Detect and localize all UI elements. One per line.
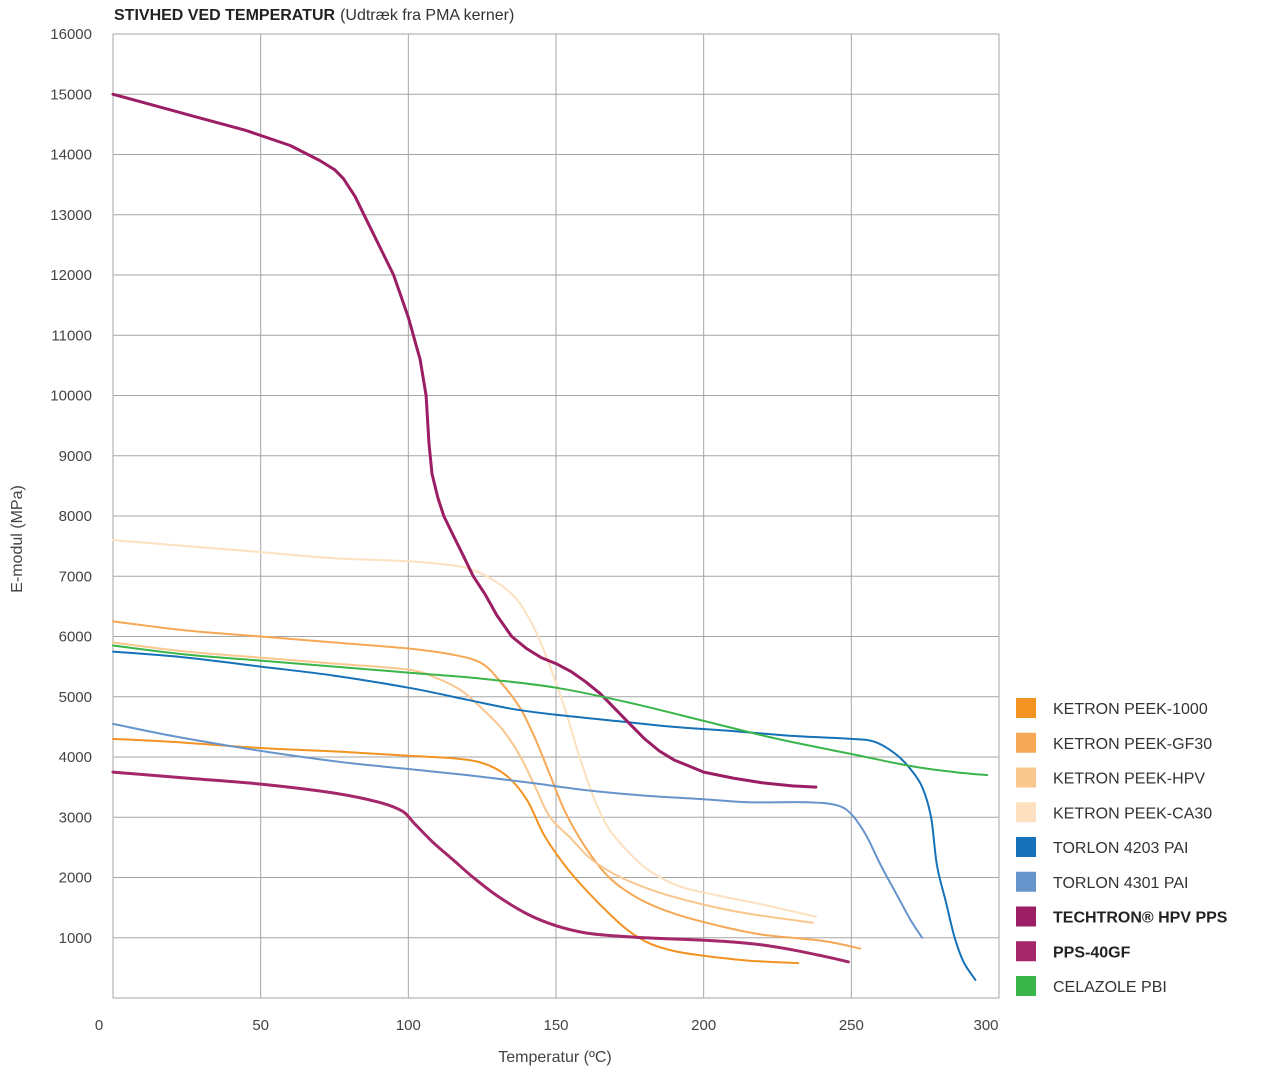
- y-tick-label: 3000: [59, 809, 92, 826]
- legend-swatch: [1016, 941, 1036, 962]
- legend-swatch: [1016, 732, 1036, 753]
- series-line-8: [112, 644, 989, 777]
- series-line-2: [112, 641, 814, 924]
- legend-swatch: [1016, 871, 1036, 892]
- legend-swatch: [1016, 698, 1036, 718]
- legend-swatch: [1016, 976, 1036, 996]
- chart-title-line: STIVHED VED TEMPERATUR (Udtræk fra PMA ke…: [114, 7, 514, 24]
- y-axis-ticks: 1000 2000 3000 4000 5000 6000 7000 8000 9000 1000…: [50, 26, 92, 947]
- series-line-6: [111, 92, 818, 789]
- legend-label: TORLON 4301 PAI: [1053, 875, 1188, 892]
- legend-swatch: [1016, 767, 1036, 788]
- series-line-5: [112, 722, 924, 939]
- y-tick-label: 9000: [59, 448, 92, 465]
- legend-label: KETRON PEEK-HPV: [1053, 771, 1205, 788]
- legend-label: CELAZOLE PBI: [1053, 979, 1167, 996]
- y-axis-label: E-modul (MPa): [9, 485, 26, 593]
- legend-label: PPS-40GF: [1053, 944, 1131, 961]
- x-tick-label: 100: [396, 1017, 421, 1034]
- chart-subtitle: (Udtræk fra PMA kerner): [340, 7, 514, 24]
- series-line-3: [112, 539, 817, 918]
- legend-label: KETRON PEEK-GF30: [1053, 736, 1212, 753]
- x-tick-label: 200: [691, 1017, 716, 1034]
- y-tick-label: 11000: [51, 327, 92, 344]
- legend-swatch: [1016, 906, 1036, 927]
- series-line-4: [112, 650, 977, 981]
- series-line-1: [112, 620, 862, 950]
- x-tick-label: 0: [95, 1017, 103, 1034]
- legend-label: KETRON PEEK-CA30: [1053, 805, 1212, 822]
- y-tick-label: 13000: [50, 207, 92, 224]
- y-tick-label: 4000: [59, 749, 92, 766]
- y-tick-label: 5000: [59, 689, 92, 706]
- y-tick-label: 14000: [50, 147, 92, 164]
- x-tick-label: 150: [543, 1017, 568, 1034]
- legend-label: KETRON PEEK-1000: [1053, 701, 1208, 718]
- series-lines: [111, 92, 989, 981]
- legend-label: TORLON 4203 PAI: [1053, 840, 1188, 857]
- y-tick-label: 1000: [59, 930, 92, 947]
- legend-label: TECHTRON® HPV PPS: [1053, 910, 1228, 927]
- series-line-7: [111, 770, 850, 964]
- x-axis-ticks: 0 50 100 150 200 250 300: [95, 1017, 999, 1034]
- y-tick-label: 15000: [50, 86, 92, 103]
- x-tick-label: 50: [252, 1017, 269, 1034]
- series-line-0: [112, 737, 800, 965]
- x-tick-label: 250: [839, 1017, 864, 1034]
- x-axis-label: Temperatur (ºC): [498, 1049, 611, 1066]
- y-tick-label: 2000: [59, 870, 92, 887]
- legend-swatch: [1016, 802, 1036, 823]
- legend-swatch: [1016, 837, 1036, 857]
- y-tick-label: 12000: [50, 267, 92, 284]
- y-tick-label: 7000: [59, 568, 92, 585]
- y-tick-label: 16000: [50, 26, 92, 43]
- chart-title: STIVHED VED TEMPERATUR: [114, 7, 336, 24]
- legend: KETRON PEEK-1000 KETRON PEEK-GF30 KETRON P…: [1016, 698, 1228, 996]
- x-tick-label: 300: [973, 1017, 998, 1034]
- y-tick-label: 6000: [59, 629, 92, 646]
- y-tick-label: 8000: [59, 508, 92, 525]
- y-tick-label: 10000: [50, 388, 92, 405]
